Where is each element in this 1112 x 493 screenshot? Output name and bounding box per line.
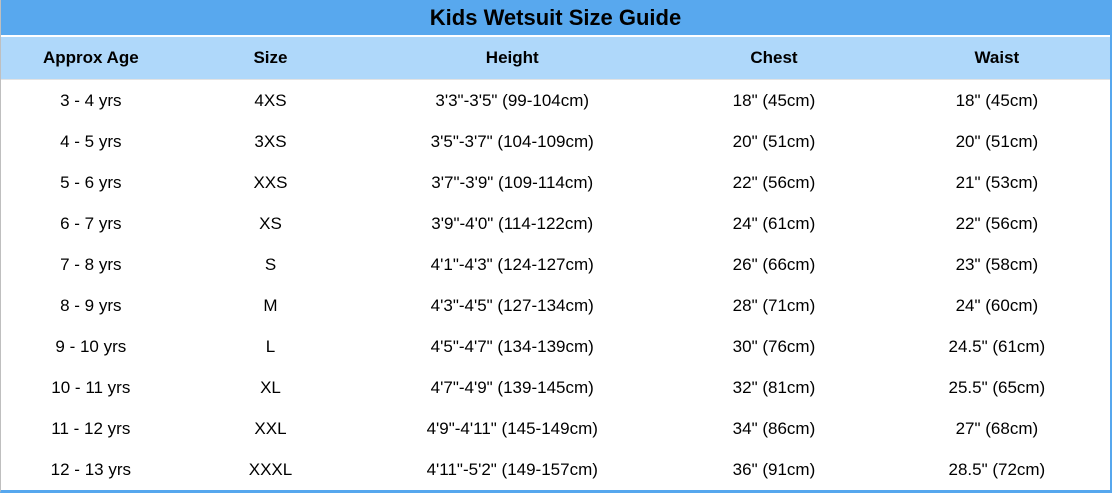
cell-height: 4'9"-4'11" (145-149cm): [426, 418, 598, 438]
cell-waist: 24" (60cm): [955, 295, 1039, 315]
cell-chest: 26" (66cm): [732, 254, 816, 274]
cell-chest: 28" (71cm): [732, 295, 816, 315]
cell-waist: 21" (53cm): [955, 172, 1039, 192]
cell-age: 9 - 10 yrs: [55, 336, 127, 356]
cell-chest: 32" (81cm): [732, 377, 816, 397]
cell-chest: 20" (51cm): [732, 131, 816, 151]
cell-height: 3'5"-3'7" (104-109cm): [430, 131, 594, 151]
cell-size: 4XS: [254, 90, 287, 110]
cell-size: XL: [260, 377, 281, 397]
cell-size: 3XS: [254, 131, 287, 151]
cell-height: 3'7"-3'9" (109-114cm): [431, 172, 594, 192]
column-header-chest: Chest: [750, 48, 798, 67]
cell-age: 4 - 5 yrs: [60, 131, 122, 151]
table-row: 6 - 7 yrs XS 3'9"-4'0" (114-122cm) 24" (…: [1, 203, 1110, 244]
table-row: 12 - 13 yrs XXXL 4'11"-5'2" (149-157cm) …: [1, 449, 1110, 490]
cell-age: 5 - 6 yrs: [60, 172, 122, 192]
table-row: 9 - 10 yrs L 4'5"-4'7" (134-139cm) 30" (…: [1, 326, 1110, 367]
cell-size: XS: [259, 213, 282, 233]
column-header-height: Height: [485, 48, 539, 67]
cell-height: 3'9"-4'0" (114-122cm): [431, 213, 594, 233]
cell-age: 10 - 11 yrs: [51, 377, 131, 397]
cell-age: 3 - 4 yrs: [60, 90, 122, 110]
column-header-approx-age: Approx Age: [42, 48, 139, 67]
cell-size: L: [265, 336, 276, 356]
cell-chest: 22" (56cm): [732, 172, 816, 192]
table-row: 8 - 9 yrs M 4'3"-4'5" (127-134cm) 28" (7…: [1, 285, 1110, 326]
cell-waist: 28.5" (72cm): [948, 459, 1046, 479]
cell-height: 4'5"-4'7" (134-139cm): [430, 336, 594, 356]
cell-chest: 30" (76cm): [732, 336, 816, 356]
table-row: 4 - 5 yrs 3XS 3'5"-3'7" (104-109cm) 20" …: [1, 121, 1110, 162]
table-header-row: Approx Age Size Height Chest Waist: [1, 37, 1110, 80]
cell-waist: 23" (58cm): [955, 254, 1039, 274]
table-row: 10 - 11 yrs XL 4'7"-4'9" (139-145cm) 32"…: [1, 367, 1110, 408]
cell-size: XXXL: [248, 459, 293, 479]
cell-size: XXL: [254, 418, 287, 438]
table-row: 11 - 12 yrs XXL 4'9"-4'11" (145-149cm) 3…: [1, 408, 1110, 449]
cell-chest: 24" (61cm): [732, 213, 816, 233]
cell-age: 12 - 13 yrs: [50, 459, 131, 479]
table-row: 5 - 6 yrs XXS 3'7"-3'9" (109-114cm) 22" …: [1, 162, 1110, 203]
cell-age: 6 - 7 yrs: [60, 213, 122, 233]
table-row: 3 - 4 yrs 4XS 3'3"-3'5" (99-104cm) 18" (…: [1, 80, 1110, 121]
column-header-waist: Waist: [974, 48, 1020, 67]
cell-age: 11 - 12 yrs: [51, 418, 131, 438]
cell-chest: 34" (86cm): [732, 418, 816, 438]
cell-waist: 18" (45cm): [955, 90, 1039, 110]
cell-waist: 25.5" (65cm): [948, 377, 1046, 397]
cell-waist: 27" (68cm): [955, 418, 1039, 438]
cell-height: 4'3"-4'5" (127-134cm): [430, 295, 594, 315]
table-row: 7 - 8 yrs S 4'1"-4'3" (124-127cm) 26" (6…: [1, 244, 1110, 285]
cell-size: XXS: [253, 172, 288, 192]
cell-waist: 20" (51cm): [955, 131, 1039, 151]
cell-chest: 36" (91cm): [732, 459, 816, 479]
cell-height: 4'11"-5'2" (149-157cm): [426, 459, 598, 479]
cell-height: 4'7"-4'9" (139-145cm): [430, 377, 594, 397]
table-title: Kids Wetsuit Size Guide: [1, 0, 1110, 35]
cell-size: S: [264, 254, 277, 274]
cell-height: 3'3"-3'5" (99-104cm): [435, 90, 590, 110]
cell-height: 4'1"-4'3" (124-127cm): [430, 254, 594, 274]
cell-age: 8 - 9 yrs: [60, 295, 122, 315]
cell-age: 7 - 8 yrs: [60, 254, 122, 274]
cell-size: M: [263, 295, 278, 315]
cell-chest: 18" (45cm): [732, 90, 816, 110]
cell-waist: 24.5" (61cm): [948, 336, 1046, 356]
column-header-size: Size: [253, 48, 288, 67]
cell-waist: 22" (56cm): [955, 213, 1039, 233]
